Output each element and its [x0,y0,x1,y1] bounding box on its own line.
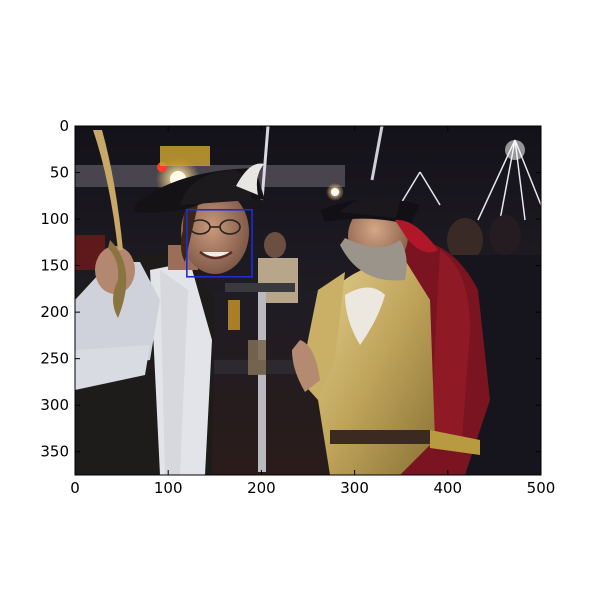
y-tick-label: 250 [40,350,69,368]
x-tick-label: 200 [247,479,276,497]
pirate-left [75,130,265,475]
x-axis: 0 100 200 300 400 500 [70,126,555,497]
y-tick-label: 150 [40,257,69,275]
sign [160,146,210,166]
axes-frame [74,125,542,476]
y-tick-label: 100 [40,210,69,228]
photo [75,126,541,475]
y-tick-label: 50 [50,164,69,182]
y-tick-label: 0 [59,117,69,135]
x-tick-label: 0 [70,479,80,497]
y-tick-label: 200 [40,303,69,321]
x-tick-label: 500 [527,479,556,497]
y-axis: 0 50 100 150 200 250 300 350 [40,117,541,461]
face-detection-box [186,208,253,278]
pirate-right [292,196,490,475]
y-tick-label: 300 [40,396,69,414]
y-tick-label: 350 [40,443,69,461]
x-tick-label: 100 [154,479,183,497]
x-tick-label: 300 [340,479,369,497]
x-tick-label: 400 [433,479,462,497]
